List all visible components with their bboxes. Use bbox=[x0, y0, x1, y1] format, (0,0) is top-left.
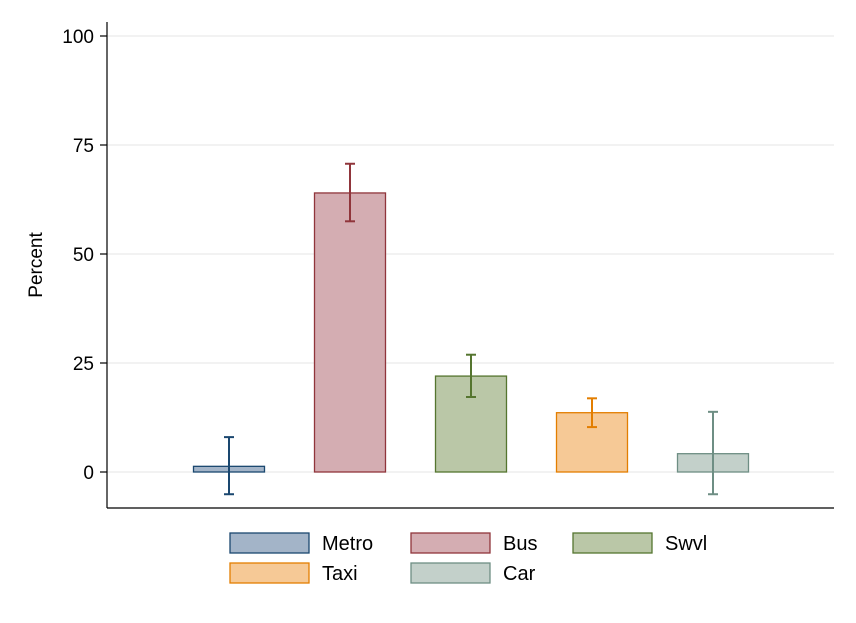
legend-item-bus: Bus bbox=[410, 532, 537, 555]
legend-item-car: Car bbox=[410, 562, 536, 585]
legend-label: Metro bbox=[322, 533, 373, 555]
y-axis-title: Percent bbox=[26, 232, 47, 298]
legend-label: Car bbox=[503, 563, 536, 585]
legend: Metro Bus Swvl Taxi Car bbox=[229, 532, 707, 585]
y-tick-label: 25 bbox=[73, 354, 94, 375]
error-bar-taxi bbox=[587, 397, 597, 429]
bar-bus bbox=[313, 192, 387, 473]
bars bbox=[192, 192, 750, 473]
axes bbox=[106, 22, 834, 509]
legend-label: Taxi bbox=[322, 563, 358, 585]
legend-swatch bbox=[229, 562, 310, 584]
y-tick-label: 50 bbox=[73, 245, 94, 266]
legend-swatch bbox=[410, 532, 491, 554]
error-bars bbox=[224, 162, 718, 496]
legend-item-metro: Metro bbox=[229, 532, 373, 555]
legend-swatch bbox=[572, 532, 653, 554]
error-bar-swvl bbox=[466, 353, 476, 399]
y-tick-label: 75 bbox=[73, 136, 94, 157]
legend-item-taxi: Taxi bbox=[229, 562, 358, 585]
legend-label: Bus bbox=[503, 533, 537, 555]
error-bar-bus bbox=[345, 162, 355, 223]
y-tick-label: 0 bbox=[83, 463, 94, 484]
legend-item-swvl: Swvl bbox=[572, 532, 707, 555]
legend-swatch bbox=[229, 532, 310, 554]
y-ticks: 0 25 50 75 100 bbox=[62, 27, 107, 484]
legend-swatch bbox=[410, 562, 491, 584]
error-bar-metro bbox=[224, 436, 234, 496]
y-tick-label: 100 bbox=[62, 27, 94, 48]
error-bar-car bbox=[708, 410, 718, 496]
legend-label: Swvl bbox=[665, 533, 707, 555]
